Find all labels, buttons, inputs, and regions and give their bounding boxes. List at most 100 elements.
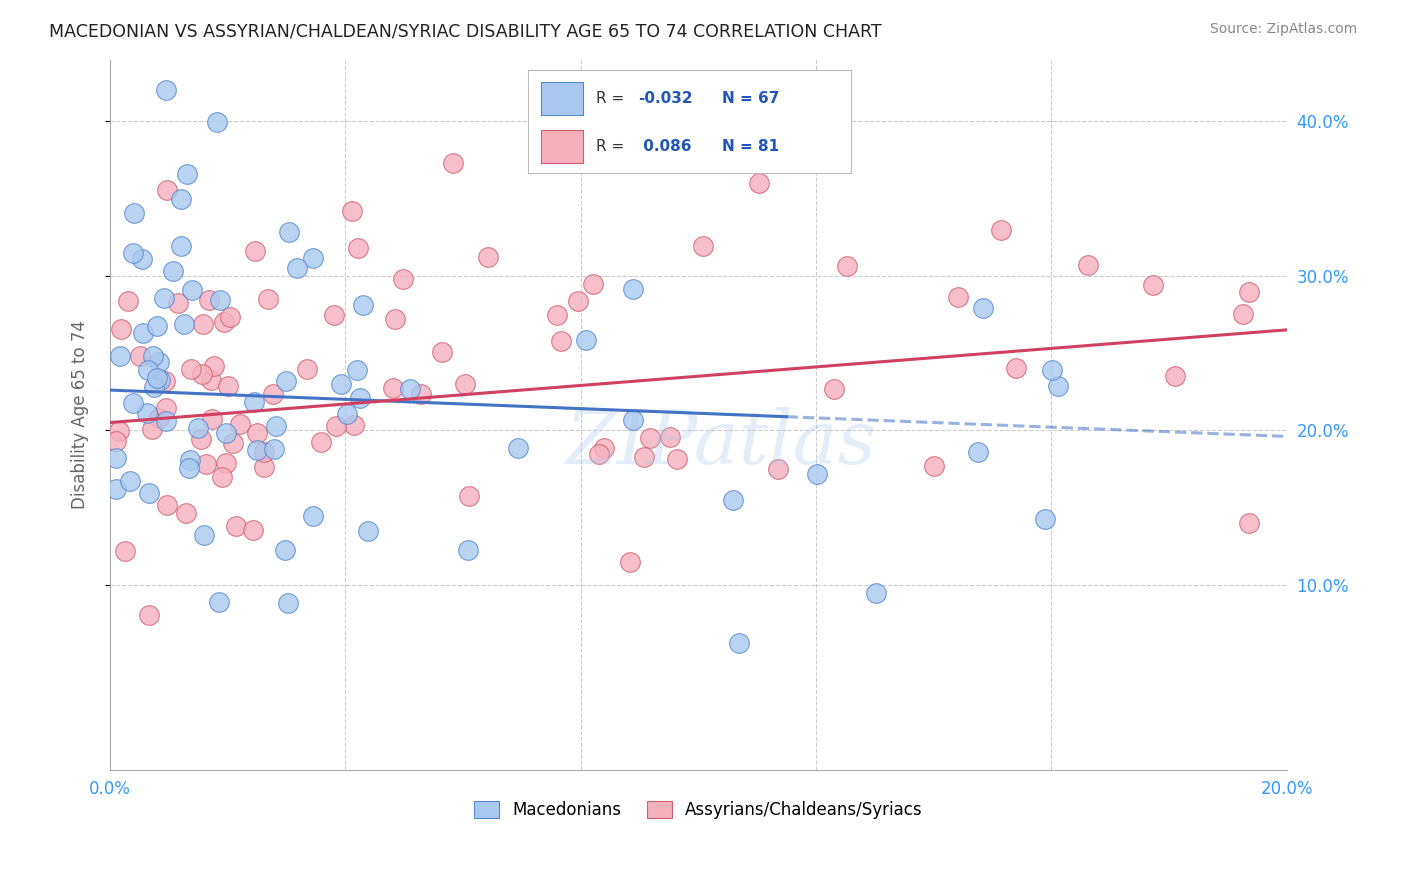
Point xyxy=(346,363,368,377)
Point xyxy=(215,425,238,440)
Point xyxy=(229,417,252,431)
Point xyxy=(748,177,770,191)
Point xyxy=(623,413,645,427)
Point xyxy=(174,506,197,520)
Point xyxy=(243,244,266,259)
Point xyxy=(138,608,160,623)
Point xyxy=(193,317,215,331)
Point xyxy=(274,542,297,557)
Point xyxy=(411,387,433,401)
Point xyxy=(457,543,479,558)
Point xyxy=(156,183,179,197)
Point xyxy=(208,595,231,609)
Point xyxy=(619,555,641,569)
Point xyxy=(399,382,422,396)
Point xyxy=(211,470,233,484)
Point xyxy=(141,422,163,436)
Point xyxy=(110,322,132,336)
Point xyxy=(149,373,172,387)
Point xyxy=(104,450,127,465)
Point xyxy=(381,381,404,395)
Point xyxy=(728,636,751,650)
Point xyxy=(205,115,228,129)
Point xyxy=(104,434,127,448)
Point xyxy=(823,383,845,397)
Point xyxy=(1237,516,1260,530)
Point xyxy=(200,373,222,387)
Point xyxy=(170,192,193,206)
Point xyxy=(187,421,209,435)
Point xyxy=(550,334,572,348)
Point xyxy=(477,250,499,264)
Point xyxy=(330,377,353,392)
Point xyxy=(170,238,193,252)
Point xyxy=(588,447,610,461)
Point xyxy=(142,349,165,363)
Point xyxy=(352,298,374,312)
Point xyxy=(243,395,266,409)
Point xyxy=(217,378,239,392)
Point xyxy=(582,277,605,291)
Point xyxy=(121,396,143,410)
Text: ZIPatlas: ZIPatlas xyxy=(567,407,877,480)
Point xyxy=(1237,285,1260,299)
Point xyxy=(193,528,215,542)
Point xyxy=(180,362,202,376)
Point xyxy=(242,523,264,537)
Point xyxy=(179,452,201,467)
Point xyxy=(110,349,132,363)
Point xyxy=(176,167,198,181)
Point xyxy=(114,543,136,558)
Point xyxy=(173,317,195,331)
Point xyxy=(948,290,970,304)
Point xyxy=(865,586,887,600)
Point xyxy=(575,334,598,348)
Point xyxy=(458,489,481,503)
Point xyxy=(990,223,1012,237)
Point xyxy=(201,412,224,426)
Point xyxy=(107,424,129,438)
Point xyxy=(302,251,325,265)
Point xyxy=(638,431,661,445)
Point xyxy=(117,293,139,308)
Point xyxy=(972,301,994,315)
Point xyxy=(146,319,169,334)
Point xyxy=(441,155,464,169)
Point xyxy=(1040,363,1063,377)
Point xyxy=(153,291,176,305)
Point xyxy=(325,419,347,434)
Point xyxy=(285,260,308,275)
Point xyxy=(195,457,218,471)
Point xyxy=(967,445,990,459)
Point xyxy=(567,294,589,309)
Point xyxy=(1142,277,1164,292)
Point xyxy=(621,282,644,296)
Point xyxy=(215,456,238,470)
Point xyxy=(666,452,689,467)
Text: Source: ZipAtlas.com: Source: ZipAtlas.com xyxy=(1209,22,1357,37)
Point xyxy=(766,462,789,476)
Point xyxy=(218,310,240,324)
Point xyxy=(546,309,568,323)
Point xyxy=(302,509,325,524)
Point xyxy=(432,345,454,359)
Point xyxy=(132,326,155,341)
Point xyxy=(225,519,247,533)
Point xyxy=(131,252,153,266)
Point xyxy=(124,206,146,220)
Point xyxy=(922,458,945,473)
Point xyxy=(263,442,285,457)
Point xyxy=(162,264,184,278)
Legend: Macedonians, Assyrians/Chaldeans/Syriacs: Macedonians, Assyrians/Chaldeans/Syriacs xyxy=(468,794,929,826)
Point xyxy=(245,443,267,458)
Point xyxy=(155,414,177,428)
Point xyxy=(295,362,318,376)
Point xyxy=(1033,512,1056,526)
Point xyxy=(156,499,179,513)
Point xyxy=(835,259,858,273)
Point xyxy=(104,483,127,497)
Point xyxy=(222,436,245,450)
Point xyxy=(212,315,235,329)
Point xyxy=(146,370,169,384)
Point xyxy=(138,363,160,377)
